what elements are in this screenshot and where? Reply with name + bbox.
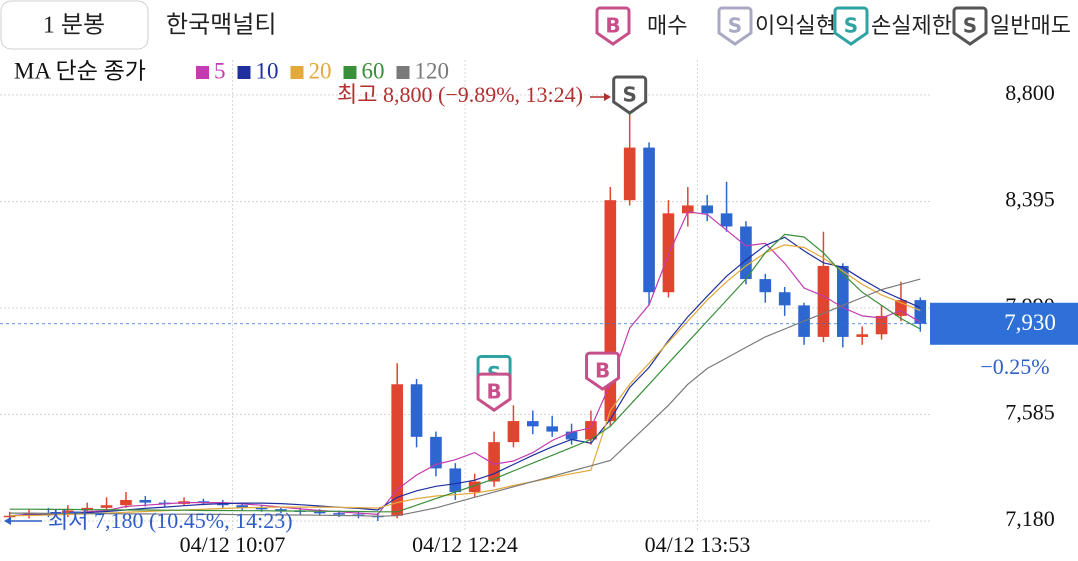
candle-body — [468, 481, 481, 493]
candle-body — [623, 147, 636, 201]
candle-body — [313, 511, 326, 514]
y-tick-label: 7,180 — [1005, 506, 1055, 531]
legend-swatch — [196, 66, 209, 79]
period-label: 1 분봉 — [43, 13, 105, 39]
candle-body — [62, 510, 74, 515]
legend-icon-letter: S — [728, 14, 742, 38]
legend-icon-shape — [717, 6, 753, 46]
ma-line — [9, 278, 921, 517]
ma-line — [9, 244, 921, 517]
candle-body — [100, 505, 113, 508]
current-price-label: 7,930 — [1004, 310, 1056, 335]
ma-line — [9, 236, 921, 517]
candle-body — [720, 213, 733, 227]
candle-body — [856, 334, 868, 337]
candle-body — [449, 468, 462, 493]
candle-body — [275, 509, 287, 511]
legend-icon-letter: S — [963, 14, 977, 38]
candle-body — [914, 300, 927, 324]
legend-icon-letter: S — [844, 14, 858, 38]
candle-body — [120, 499, 132, 506]
legend-icon-shape — [595, 6, 631, 46]
candle-body — [682, 205, 694, 214]
legend-label: 매수 — [647, 13, 687, 38]
legend-icon-letter: B — [605, 14, 620, 38]
signal-letter: S — [622, 83, 636, 107]
candle-body — [507, 421, 520, 443]
candle-body — [333, 513, 345, 515]
candle-body — [701, 205, 713, 214]
candle-body — [527, 421, 539, 427]
candle-body — [255, 507, 268, 510]
legend-entry: 5 — [214, 58, 226, 83]
legend-swatch — [343, 66, 357, 79]
candle-body — [895, 300, 907, 316]
candle-body — [662, 213, 675, 293]
signal-shape — [585, 351, 621, 391]
legend-entry: 20 — [309, 58, 332, 83]
current-price-box — [930, 302, 1078, 345]
ma-line — [9, 211, 921, 517]
candle-body — [236, 505, 248, 508]
period-button[interactable] — [0, 0, 149, 50]
legend-swatch — [290, 66, 304, 79]
candle-body — [604, 200, 617, 422]
legend-icon-shape — [833, 6, 869, 46]
legend-label: 이익실현 — [755, 13, 836, 38]
y-tick-label: 8,395 — [1005, 187, 1055, 212]
legend-swatch — [396, 66, 410, 79]
y-tick-label: 8,800 — [1005, 80, 1055, 105]
signal-shape — [476, 372, 512, 412]
legend-label: 손실제한 — [871, 13, 952, 38]
candle-body — [391, 384, 403, 516]
low-arrow-head — [4, 517, 11, 525]
x-tick-label: 04/12 12:24 — [412, 532, 518, 557]
candle-body — [488, 442, 500, 482]
candle-body — [778, 292, 791, 306]
legend-entry: 10 — [256, 58, 279, 83]
x-tick-label: 04/12 13:53 — [645, 532, 751, 557]
candle-body — [817, 265, 830, 337]
legend-swatch — [237, 66, 251, 79]
candle-body — [837, 265, 849, 337]
candle-body — [546, 426, 558, 432]
low-annotation: 최저 7,180 (10.45%, 14:23) — [48, 508, 293, 533]
candle-body — [759, 279, 772, 293]
high-arrow-head — [604, 93, 611, 101]
stock-name: 한국맥널티 — [166, 12, 276, 39]
legend-entry: 60 — [362, 58, 385, 83]
high-annotation: 최고 8,800 (−9.89%, 13:24) — [337, 82, 583, 107]
candle-body — [139, 499, 152, 503]
candle-body — [585, 421, 597, 440]
candle-body — [410, 384, 423, 437]
signal-shape — [612, 75, 648, 115]
signal-letter: B — [595, 359, 610, 383]
legend-label: 일반매도 — [990, 13, 1071, 38]
candle-body — [740, 226, 752, 280]
candle-body — [875, 315, 888, 335]
ma-line — [9, 233, 921, 513]
candle-body — [643, 147, 655, 293]
signal-letter: B — [486, 380, 501, 404]
change-label: −0.25% — [980, 354, 1049, 379]
legend-entry: 120 — [415, 58, 450, 83]
legend-icon-shape — [952, 6, 988, 46]
x-tick-label: 04/12 10:07 — [180, 532, 286, 557]
ma-label: MA 단순 종가 — [14, 58, 146, 83]
candle-body — [565, 431, 578, 440]
candle-body — [430, 436, 442, 469]
y-tick-label: 7,585 — [1005, 400, 1055, 425]
candle-body — [3, 515, 16, 518]
